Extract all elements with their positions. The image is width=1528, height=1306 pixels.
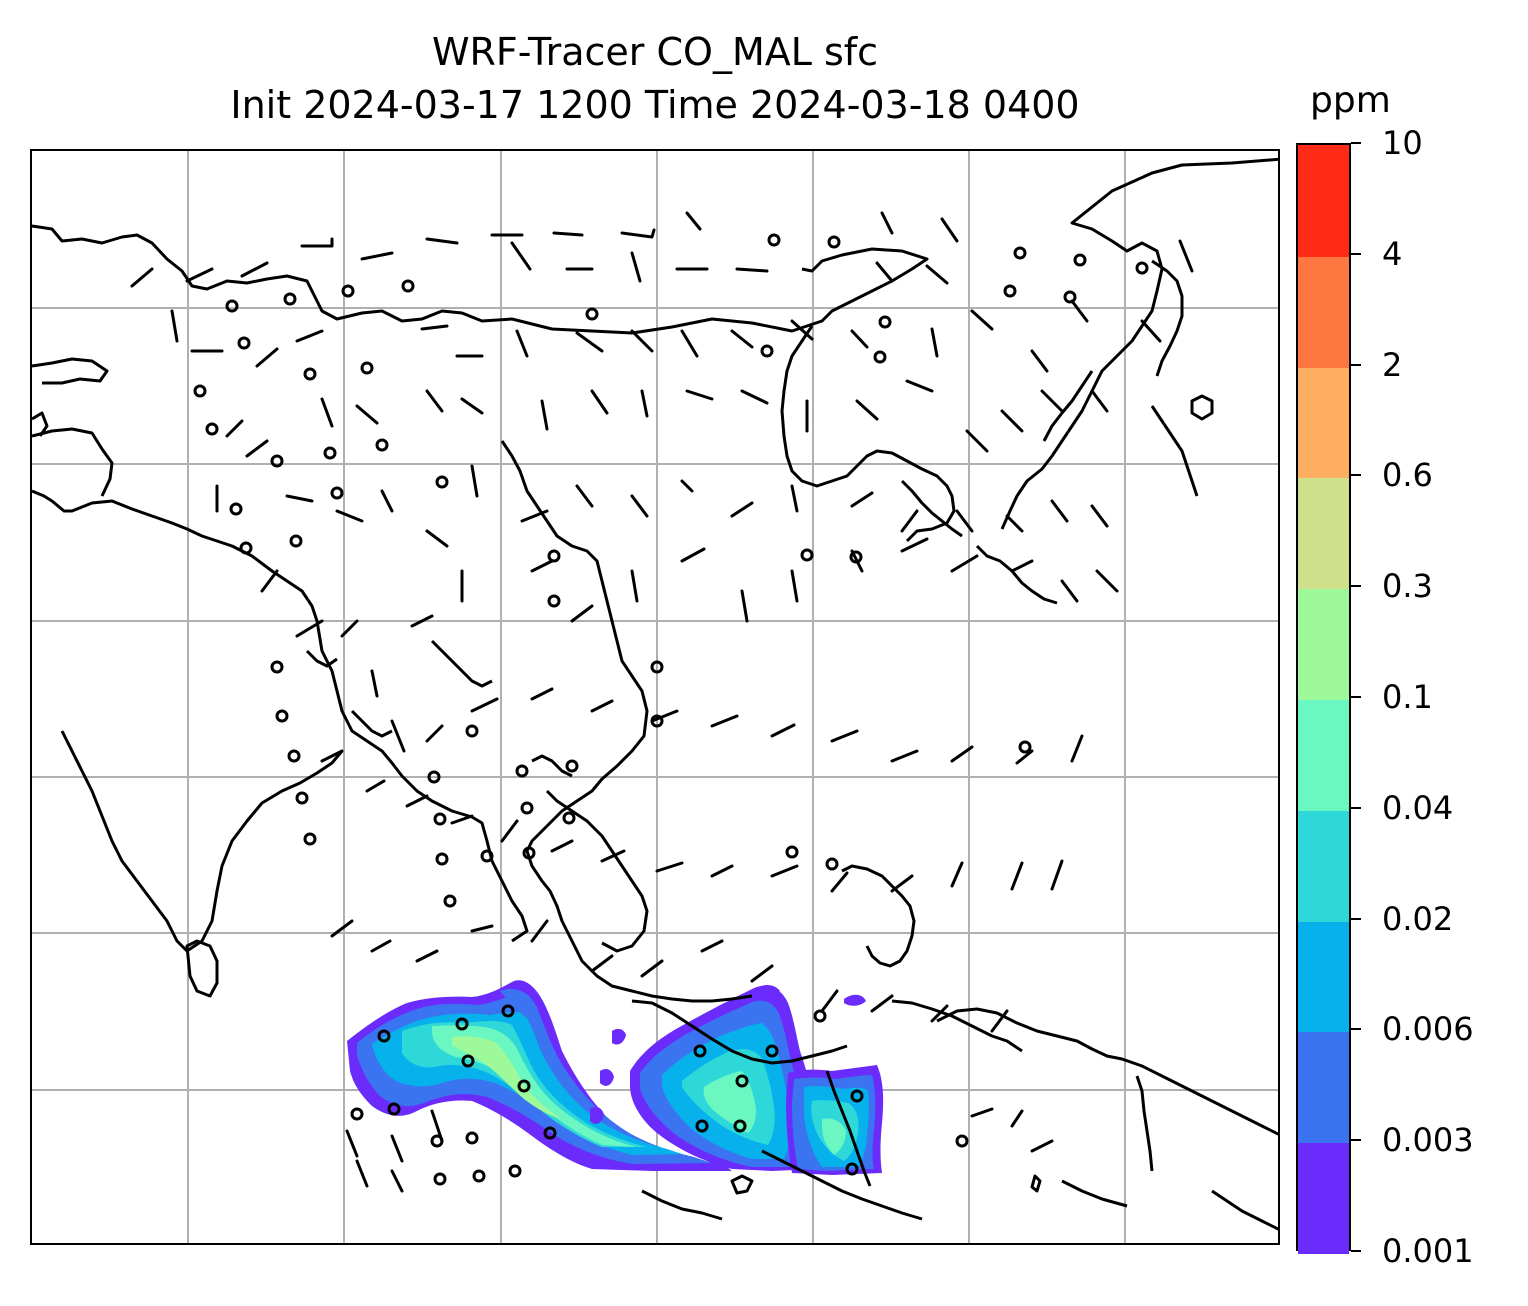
colorbar-segment: [1298, 255, 1349, 368]
colorbar-tick-label: 0.04: [1382, 788, 1454, 827]
colorbar-tick: [1351, 363, 1361, 366]
colorbar-segment: [1298, 588, 1349, 700]
wind-barbs: [130, 211, 1194, 1193]
colorbar-tick: [1351, 142, 1361, 144]
colorbar-tick: [1351, 1250, 1361, 1252]
colorbar-tick-label: 0.6: [1382, 456, 1433, 495]
colorbar-tick-label: 2: [1382, 345, 1403, 384]
colorbar-tick-label: 0.02: [1382, 899, 1454, 938]
colorbar-tick: [1351, 1139, 1361, 1142]
colorbar-tick: [1351, 585, 1361, 588]
chart-title-line2: Init 2024-03-17 1200 Time 2024-03-18 040…: [230, 83, 1080, 127]
colorbar-tick-label: 10: [1382, 124, 1423, 162]
coastlines-and-borders: [32, 157, 1278, 1231]
colorbar-tick: [1351, 696, 1361, 698]
co-tracer-concentration-field: [347, 980, 884, 1175]
colorbar-tick: [1351, 474, 1361, 477]
map-canvas: [32, 151, 1278, 1243]
colorbar-segment: [1298, 809, 1349, 922]
colorbar-segment: [1298, 699, 1349, 811]
colorbar-segment: [1298, 1142, 1349, 1254]
colorbar-tick-label: 0.3: [1382, 567, 1433, 606]
map-panel: [30, 149, 1280, 1245]
colorbar-tick-label: 0.1: [1382, 678, 1433, 716]
colorbar-segment: [1298, 920, 1349, 1033]
colorbar-tick: [1351, 917, 1361, 920]
colorbar-tick-label: 4: [1382, 234, 1403, 273]
colorbar-tick: [1351, 252, 1361, 255]
colorbar-tick-label: 0.003: [1382, 1121, 1474, 1160]
colorbar-segment: [1298, 145, 1349, 257]
colorbar-units: ppm: [1310, 80, 1391, 121]
colorbar-segment: [1298, 477, 1349, 590]
chart-title-line1: WRF-Tracer CO_MAL sfc: [431, 30, 879, 74]
colorbar: [1296, 143, 1351, 1254]
colorbar-tick: [1351, 806, 1361, 809]
calm-wind-markers: [193, 233, 1149, 1186]
colorbar-tick: [1351, 1028, 1361, 1031]
colorbar-segment: [1298, 1031, 1349, 1144]
colorbar-tick-label: 0.001: [1382, 1232, 1474, 1270]
colorbar-tick-label: 0.006: [1382, 1010, 1474, 1049]
colorbar-segment: [1298, 366, 1349, 479]
